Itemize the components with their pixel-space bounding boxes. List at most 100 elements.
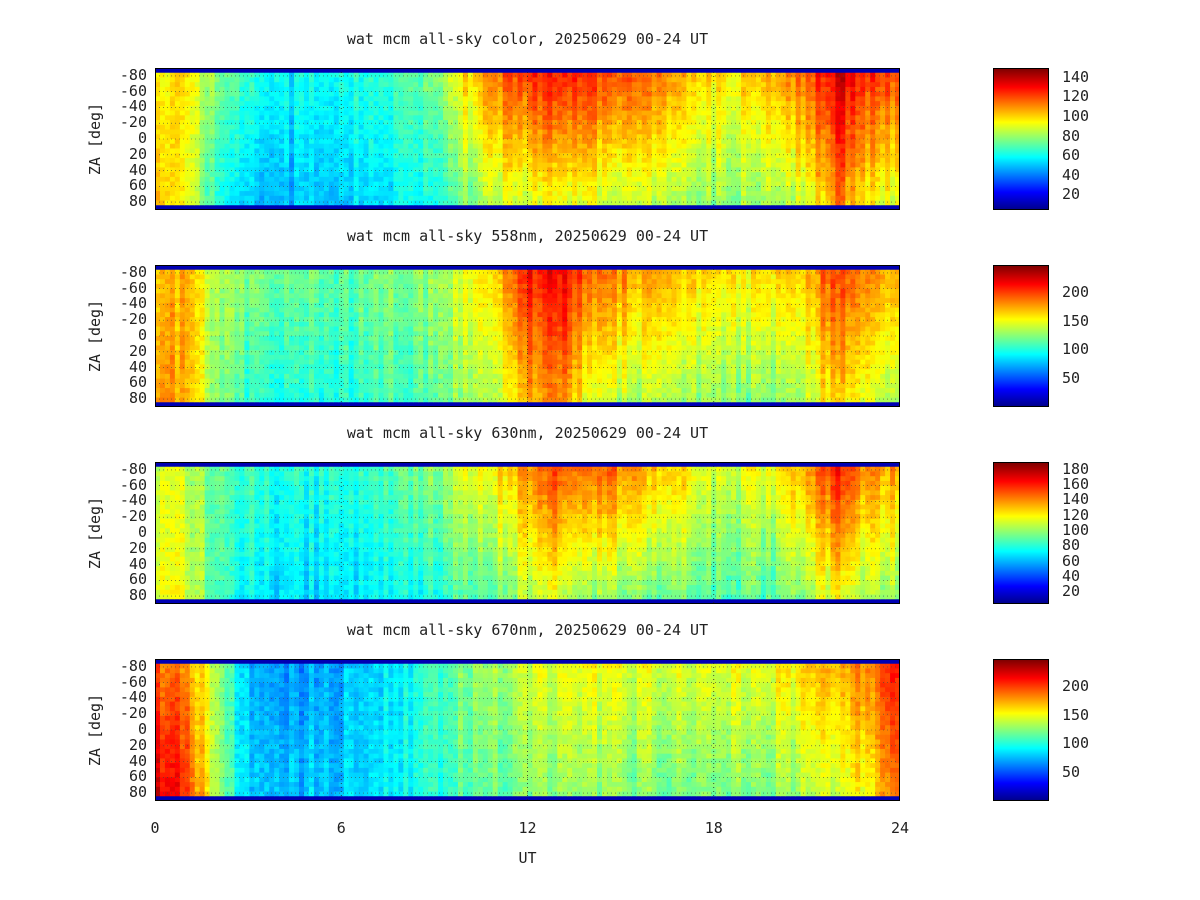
- heatmap-cell: [388, 162, 394, 168]
- heatmap-cell: [606, 162, 613, 168]
- heatmap-cell: [626, 129, 633, 135]
- heatmap-cell: [646, 115, 653, 121]
- heatmap-cell: [264, 86, 270, 93]
- heatmap-cell: [785, 148, 792, 154]
- heatmap-cell: [164, 101, 171, 107]
- heatmap-cell: [621, 200, 628, 206]
- heatmap-cell: [239, 157, 245, 164]
- heatmap-cell: [398, 205, 404, 210]
- heatmap-cell: [234, 124, 241, 131]
- heatmap-cell: [770, 153, 777, 159]
- heatmap-cell: [517, 157, 524, 164]
- heatmap-cell: [602, 200, 608, 206]
- heatmap-cell: [855, 186, 861, 192]
- heatmap-cell: [368, 148, 375, 154]
- heatmap-cell: [825, 82, 832, 88]
- heatmap-cell: [582, 96, 588, 102]
- heatmap-cell: [259, 205, 265, 210]
- heatmap-cell: [507, 157, 514, 164]
- heatmap-cell: [259, 68, 265, 74]
- heatmap-cell: [239, 181, 245, 187]
- heatmap-cell: [433, 148, 439, 154]
- heatmap-cell: [532, 162, 539, 168]
- heatmap-cell: [760, 68, 767, 74]
- heatmap-cell: [820, 181, 827, 187]
- heatmap-cell: [845, 181, 851, 187]
- heatmap-cell: [582, 91, 588, 97]
- heatmap-cell: [716, 157, 722, 164]
- heatmap-cell: [393, 68, 399, 74]
- heatmap-cell: [184, 176, 191, 183]
- heatmap-cell: [373, 143, 380, 150]
- heatmap-cell: [279, 205, 285, 210]
- heatmap-cell: [448, 167, 454, 173]
- heatmap-cell: [502, 191, 509, 197]
- heatmap-cell: [790, 200, 797, 206]
- heatmap-cell: [249, 162, 255, 168]
- heatmap-cell: [194, 200, 201, 206]
- heatmap-cell: [348, 105, 355, 112]
- heatmap-cell: [850, 91, 856, 97]
- heatmap-cell: [835, 200, 841, 206]
- heatmap-cell: [760, 143, 767, 150]
- heatmap-cell: [438, 195, 444, 202]
- heatmap-cell: [835, 186, 841, 192]
- heatmap-cell: [304, 124, 310, 131]
- heatmap-cell: [388, 124, 394, 131]
- heatmap-cell: [383, 105, 390, 112]
- heatmap-cell: [760, 139, 767, 145]
- heatmap-cell: [800, 77, 807, 83]
- heatmap-cell: [780, 129, 787, 135]
- heatmap-cell: [602, 186, 608, 192]
- heatmap-cell: [517, 82, 524, 88]
- heatmap-cell: [507, 195, 514, 202]
- heatmap-cell: [443, 176, 449, 183]
- heatmap-cell: [323, 91, 330, 97]
- heatmap-cell: [433, 91, 439, 97]
- heatmap-cell: [755, 82, 762, 88]
- heatmap-cell: [467, 124, 474, 131]
- heatmap-cell: [184, 153, 191, 159]
- heatmap-cell: [651, 72, 658, 79]
- heatmap-cell: [850, 200, 856, 206]
- heatmap-cell: [159, 195, 166, 202]
- heatmap-cell: [179, 200, 186, 206]
- heatmap-cell: [592, 167, 598, 173]
- heatmap-cell: [249, 139, 255, 145]
- heatmap-cell: [651, 124, 658, 131]
- heatmap-cell: [562, 162, 568, 168]
- heatmap-cell: [805, 77, 812, 83]
- heatmap-cell: [741, 153, 747, 159]
- heatmap-cell: [790, 176, 797, 183]
- heatmap-cell: [656, 200, 663, 206]
- heatmap-cell: [487, 200, 494, 206]
- heatmap-cell: [765, 162, 772, 168]
- heatmap-cell: [398, 86, 404, 93]
- heatmap-cell: [562, 205, 568, 210]
- heatmap-cell: [299, 86, 305, 93]
- heatmap-cell: [299, 110, 305, 116]
- heatmap-cell: [428, 176, 434, 183]
- heatmap-cell: [333, 200, 340, 206]
- heatmap-cell: [453, 139, 459, 145]
- heatmap-cell: [403, 157, 409, 164]
- heatmap-cell: [855, 120, 861, 126]
- heatmap-cell: [423, 153, 429, 159]
- heatmap-cell: [542, 157, 548, 164]
- heatmap-cell: [527, 186, 534, 192]
- heatmap-cell: [497, 91, 504, 97]
- heatmap-cell: [711, 86, 717, 93]
- heatmap-cell: [403, 91, 409, 97]
- heatmap-cell: [790, 143, 797, 150]
- heatmap-cell: [502, 129, 509, 135]
- heatmap-cell: [308, 91, 315, 97]
- heatmap-cell: [527, 115, 534, 121]
- heatmap-cell: [318, 115, 325, 121]
- heatmap-cell: [751, 129, 757, 135]
- heatmap-cell: [592, 82, 598, 88]
- heatmap-cell: [299, 200, 305, 206]
- heatmap-cell: [557, 139, 563, 145]
- heatmap-cell: [527, 124, 534, 131]
- heatmap-cell: [338, 110, 345, 116]
- heatmap-cell: [780, 181, 787, 187]
